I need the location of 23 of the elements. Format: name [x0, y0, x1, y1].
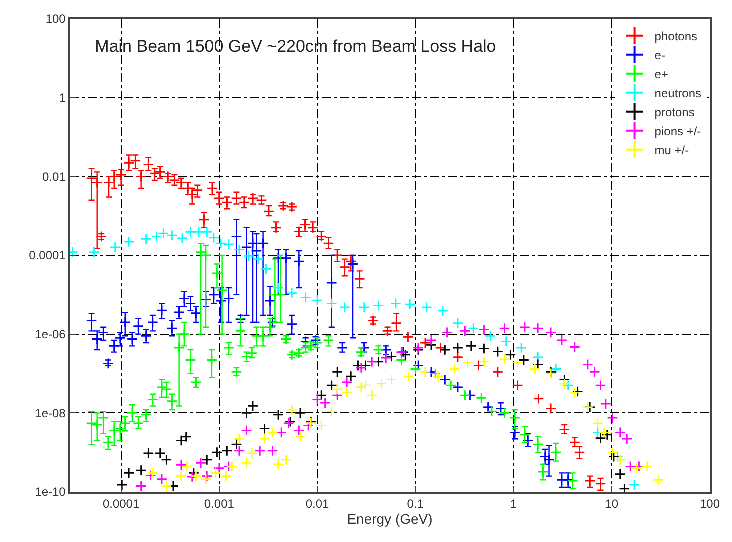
x-tick-label: 100 — [700, 497, 720, 512]
y-tick-label: 1e-08 — [35, 406, 66, 420]
y-tick-label: 1 — [59, 91, 66, 106]
legend-label: photons — [654, 30, 698, 44]
legend-label: neutrons — [654, 86, 702, 101]
x-tick-label: 1 — [510, 497, 518, 512]
x-axis-title: Energy (GeV) — [347, 511, 433, 528]
y-tick-label: 100 — [46, 12, 66, 26]
text: Main Beam 1500 GeV ~220cm from Beam Loss Halo — [95, 37, 496, 56]
y-tick-label: 1e-10 — [35, 485, 66, 500]
legend-label: e- — [654, 48, 666, 63]
x-tick-label: 0.001 — [204, 497, 235, 512]
y-tick-label: 0.0001 — [29, 248, 66, 263]
legend-label: protons — [654, 106, 695, 120]
x-tick-label: 0.01 — [306, 497, 330, 512]
legend-label: e+ — [654, 68, 668, 82]
x-tick-label: 10 — [605, 497, 619, 512]
x-tick-label: 0.1 — [407, 497, 424, 512]
y-tick-label: 0.01 — [42, 170, 66, 184]
x-tick-label: 0.0001 — [102, 497, 140, 512]
y-tick-label: 1e-06 — [35, 328, 66, 342]
legend-label: mu +/- — [654, 144, 690, 158]
legend-label: pions +/- — [654, 124, 702, 139]
